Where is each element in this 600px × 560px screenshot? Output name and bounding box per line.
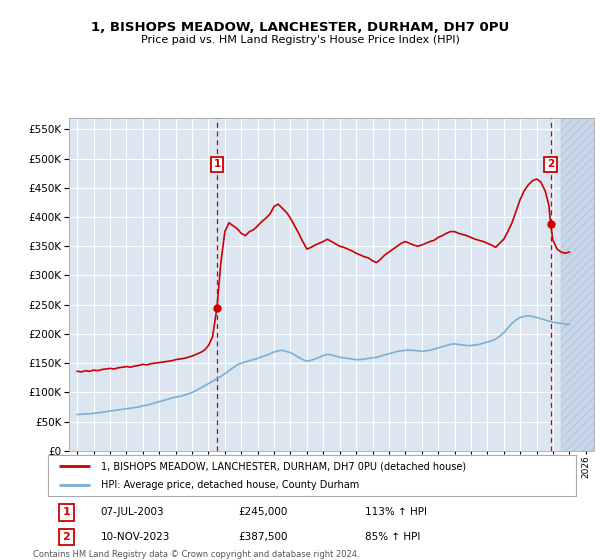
Text: £245,000: £245,000 — [238, 507, 287, 517]
Text: 1: 1 — [214, 160, 221, 169]
Text: HPI: Average price, detached house, County Durham: HPI: Average price, detached house, Coun… — [101, 480, 359, 489]
Text: 10-NOV-2023: 10-NOV-2023 — [101, 532, 170, 542]
Text: 2: 2 — [547, 160, 554, 169]
Text: 07-JUL-2003: 07-JUL-2003 — [101, 507, 164, 517]
Text: Price paid vs. HM Land Registry's House Price Index (HPI): Price paid vs. HM Land Registry's House … — [140, 35, 460, 45]
Text: 2: 2 — [62, 532, 70, 542]
Text: Contains HM Land Registry data © Crown copyright and database right 2024.
This d: Contains HM Land Registry data © Crown c… — [33, 550, 359, 560]
Text: £387,500: £387,500 — [238, 532, 287, 542]
Text: 113% ↑ HPI: 113% ↑ HPI — [365, 507, 427, 517]
Bar — [561, 118, 594, 451]
Text: 1: 1 — [62, 507, 70, 517]
Text: 85% ↑ HPI: 85% ↑ HPI — [365, 532, 420, 542]
Text: 1, BISHOPS MEADOW, LANCHESTER, DURHAM, DH7 0PU (detached house): 1, BISHOPS MEADOW, LANCHESTER, DURHAM, D… — [101, 461, 466, 471]
Text: 1, BISHOPS MEADOW, LANCHESTER, DURHAM, DH7 0PU: 1, BISHOPS MEADOW, LANCHESTER, DURHAM, D… — [91, 21, 509, 34]
